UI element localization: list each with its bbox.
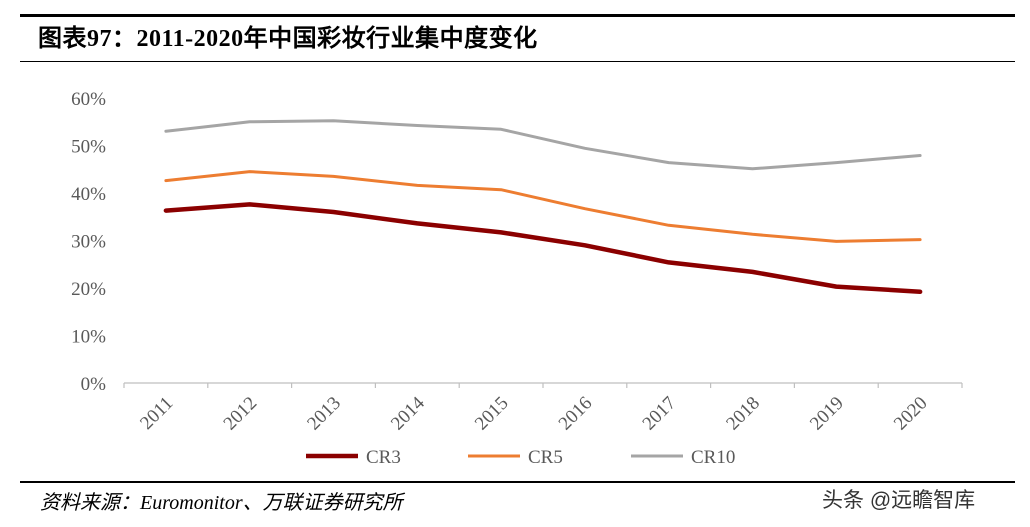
series-line-cr5	[164, 170, 922, 243]
x-tick-label: 2013	[303, 393, 345, 435]
watermark: 头条 @远瞻智库	[822, 489, 976, 512]
top-rule	[20, 14, 1015, 17]
x-tick-label: 2014	[387, 392, 429, 434]
chart-title: 图表97：2011-2020年中国彩妆行业集中度变化	[38, 26, 538, 52]
x-tick-label: 2019	[806, 393, 848, 435]
y-tick-label: 50%	[71, 137, 106, 158]
y-tick-label: 40%	[71, 184, 106, 205]
series-line-cr10	[164, 119, 922, 171]
x-tick-label: 2015	[471, 393, 513, 435]
legend-label-cr3: CR3	[366, 447, 401, 468]
source-note: 资料来源：Euromonitor、万联证券研究所	[40, 492, 403, 514]
y-tick-label: 20%	[71, 279, 106, 300]
x-tick-label: 2011	[136, 393, 177, 434]
x-tick-label: 2012	[220, 393, 262, 435]
x-tick-label: 2018	[722, 393, 764, 435]
title-underline	[20, 61, 1015, 62]
y-tick-label: 0%	[81, 374, 107, 395]
x-tick-label: 2016	[555, 393, 597, 435]
y-tick-label: 60%	[71, 89, 106, 110]
y-tick-label: 10%	[71, 327, 106, 348]
y-tick-label: 30%	[71, 232, 106, 253]
x-tick-label: 2020	[890, 393, 932, 435]
legend-label-cr5: CR5	[528, 447, 563, 468]
legend-label-cr10: CR10	[691, 447, 735, 468]
series-layer	[163, 119, 923, 295]
series-line-cr3	[163, 202, 923, 295]
x-tick-label: 2017	[639, 393, 681, 435]
bottom-rule	[20, 481, 1015, 483]
legend: CR3 CR5 CR10	[306, 447, 735, 468]
axis-layer: 0% 10% 20% 30% 40% 50% 60% 2011 2012 2013 2014 2015…	[71, 89, 963, 435]
